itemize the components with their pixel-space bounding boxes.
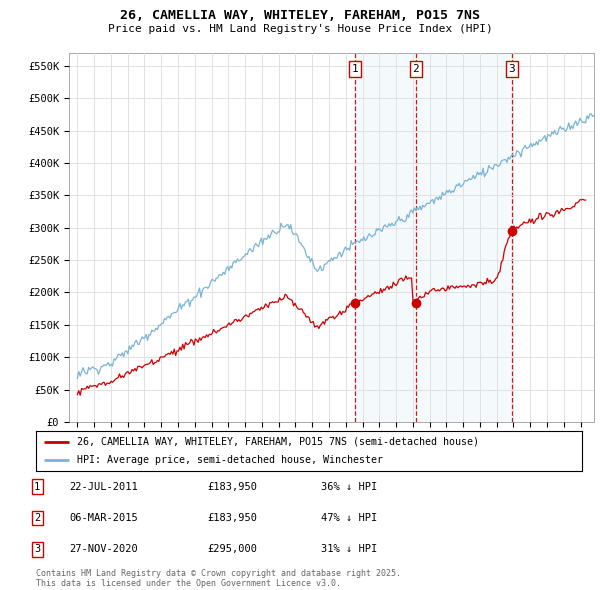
- Text: 36% ↓ HPI: 36% ↓ HPI: [321, 482, 377, 491]
- Text: 27-NOV-2020: 27-NOV-2020: [69, 545, 138, 554]
- Text: 22-JUL-2011: 22-JUL-2011: [69, 482, 138, 491]
- Text: 47% ↓ HPI: 47% ↓ HPI: [321, 513, 377, 523]
- Text: 2: 2: [34, 513, 40, 523]
- Text: 1: 1: [352, 64, 358, 74]
- Text: £183,950: £183,950: [207, 482, 257, 491]
- Text: HPI: Average price, semi-detached house, Winchester: HPI: Average price, semi-detached house,…: [77, 455, 383, 465]
- Text: 06-MAR-2015: 06-MAR-2015: [69, 513, 138, 523]
- Bar: [355, 53, 512, 422]
- Text: 3: 3: [34, 545, 40, 554]
- Text: 26, CAMELLIA WAY, WHITELEY, FAREHAM, PO15 7NS (semi-detached house): 26, CAMELLIA WAY, WHITELEY, FAREHAM, PO1…: [77, 437, 479, 447]
- Text: 1: 1: [34, 482, 40, 491]
- Text: £183,950: £183,950: [207, 513, 257, 523]
- Text: 2: 2: [412, 64, 419, 74]
- Text: Contains HM Land Registry data © Crown copyright and database right 2025.
This d: Contains HM Land Registry data © Crown c…: [36, 569, 401, 588]
- Text: 26, CAMELLIA WAY, WHITELEY, FAREHAM, PO15 7NS: 26, CAMELLIA WAY, WHITELEY, FAREHAM, PO1…: [120, 9, 480, 22]
- Text: 31% ↓ HPI: 31% ↓ HPI: [321, 545, 377, 554]
- Text: £295,000: £295,000: [207, 545, 257, 554]
- Text: 3: 3: [508, 64, 515, 74]
- Text: Price paid vs. HM Land Registry's House Price Index (HPI): Price paid vs. HM Land Registry's House …: [107, 24, 493, 34]
